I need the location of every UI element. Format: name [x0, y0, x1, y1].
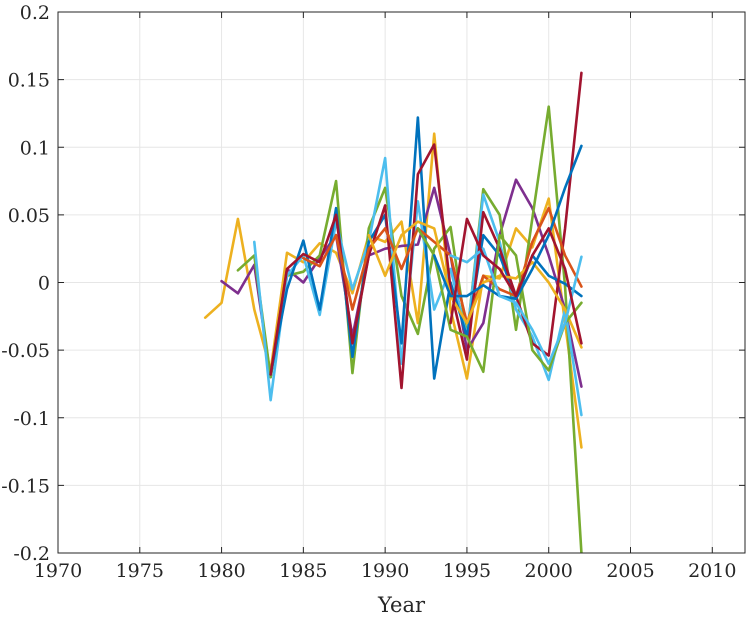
x-tick-label: 1980	[197, 560, 245, 582]
y-tick-label: -0.05	[1, 340, 50, 362]
x-axis-title: Year	[377, 593, 426, 617]
series-line-8	[367, 220, 583, 349]
series-line-7	[302, 206, 583, 325]
x-tick-label: 2000	[525, 560, 573, 582]
x-tick-label: 1970	[34, 560, 82, 582]
y-tick-label: 0.15	[8, 70, 50, 92]
ticks	[57, 11, 745, 554]
series-line-11	[449, 247, 583, 365]
series-group	[203, 71, 583, 553]
series-line-9	[416, 227, 583, 374]
series-line-12	[449, 217, 583, 345]
y-tick-label: -0.2	[13, 543, 50, 565]
tick-labels: 1970 1975 1980 1985 1990 1995 2000 2005 2010 0.2 0…	[1, 2, 736, 582]
series-line-10	[432, 144, 583, 301]
y-tick-label: 0	[38, 273, 50, 295]
x-tick-label: 1995	[443, 560, 491, 582]
y-tick-label: 0.2	[20, 2, 50, 24]
y-tick-label: -0.1	[13, 408, 50, 430]
y-tick-label: 0.1	[20, 137, 50, 159]
x-tick-label: 2010	[688, 560, 736, 582]
y-tick-label: 0.05	[8, 205, 50, 227]
grid	[57, 11, 745, 554]
x-tick-label: 1990	[361, 560, 409, 582]
x-tick-label: 2005	[606, 560, 654, 582]
y-tick-label: -0.15	[1, 475, 50, 497]
x-tick-label: 1975	[116, 560, 164, 582]
x-tick-label: 1985	[279, 560, 327, 582]
